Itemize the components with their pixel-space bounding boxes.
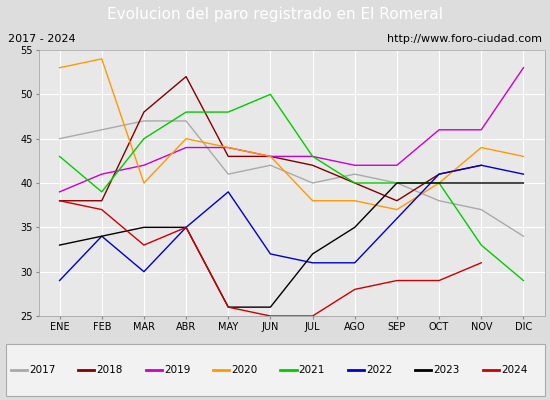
Text: 2021: 2021 [299,365,325,375]
Text: 2019: 2019 [164,365,190,375]
FancyBboxPatch shape [6,344,544,396]
Text: 2018: 2018 [97,365,123,375]
Text: Evolucion del paro registrado en El Romeral: Evolucion del paro registrado en El Rome… [107,6,443,22]
Text: 2017 - 2024: 2017 - 2024 [8,34,76,44]
Text: http://www.foro-ciudad.com: http://www.foro-ciudad.com [387,34,542,44]
Text: 2023: 2023 [433,365,460,375]
Text: 2020: 2020 [232,365,257,375]
Text: 2022: 2022 [366,365,393,375]
Text: 2024: 2024 [501,365,527,375]
Text: 2017: 2017 [29,365,56,375]
